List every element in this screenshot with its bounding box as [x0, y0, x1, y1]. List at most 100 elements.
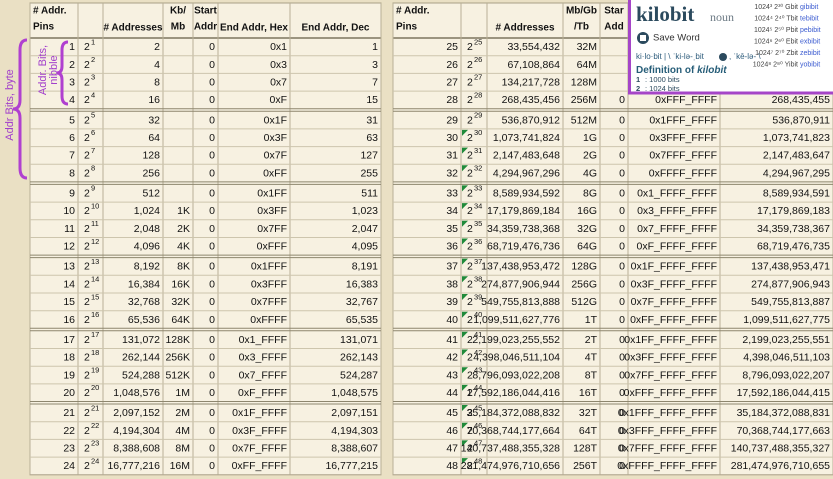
brace	[56, 40, 69, 106]
exponent: 30	[474, 128, 482, 137]
cell: 44	[446, 387, 458, 399]
cell: 16M	[170, 460, 190, 472]
cell: 0	[209, 352, 215, 364]
cell: 128K	[165, 334, 190, 346]
cell: 0xFF_FFFF_FFFF	[630, 314, 717, 326]
exponent-base: 2	[84, 352, 90, 364]
cell: 255	[360, 167, 378, 179]
cell: 0	[209, 94, 215, 106]
cell: 4G	[583, 167, 597, 179]
cell: 262,144	[122, 352, 160, 364]
cell: 256T	[573, 460, 598, 472]
exponent-base: 2	[84, 369, 90, 381]
exponent: 29	[474, 111, 482, 120]
cell: 1,073,741,824	[493, 132, 560, 144]
save-word[interactable]: Save Word	[653, 33, 700, 44]
cell: 1,048,575	[331, 387, 378, 399]
cell: 13	[63, 261, 75, 273]
cell: 0	[619, 334, 625, 346]
cell: 0	[209, 425, 215, 437]
exponent-base: 2	[467, 443, 473, 455]
unit-name: exbibit	[800, 38, 820, 45]
cell: 128G	[571, 261, 597, 273]
cell: 8,796,093,022,207	[742, 369, 830, 381]
exponent: 6	[91, 128, 95, 137]
cell: 35,184,372,088,832	[467, 407, 561, 419]
cell: 0xFFFF_FFFF	[649, 167, 717, 179]
cell: 68,719,476,735	[757, 241, 830, 253]
exponent-base: 2	[467, 167, 473, 179]
cell: 24	[63, 460, 75, 472]
cell: 512	[142, 188, 160, 200]
exponent: 3	[91, 73, 95, 82]
exponent-base: 2	[467, 59, 473, 71]
unit: 1024⁸ 2⁸⁰ Yibit	[753, 60, 798, 68]
cell-flag	[462, 165, 468, 172]
cell: 2,047	[352, 223, 378, 235]
cell: 16	[148, 94, 160, 106]
cell: 131,072	[122, 334, 160, 346]
exponent-base: 2	[467, 352, 473, 364]
exponent: 33	[474, 184, 482, 193]
exponent: 37	[474, 257, 482, 266]
cell: 0x1FF	[257, 188, 287, 200]
cell: 0x3F_FFFF_FFFF	[631, 278, 717, 290]
exponent: 1	[91, 37, 95, 46]
cell: 35,184,372,088,831	[737, 407, 831, 419]
exponent-base: 2	[467, 241, 473, 253]
cell-flag	[462, 238, 468, 245]
cell: 4,398,046,511,104	[473, 352, 560, 364]
column-header: Mb/Gb	[566, 6, 597, 17]
exponent-base: 2	[84, 41, 90, 53]
exponent-base: 2	[84, 132, 90, 144]
cell: 2G	[583, 150, 597, 162]
cell: 0x7_FFFF	[239, 369, 287, 381]
cell: 0	[209, 132, 215, 144]
cell: 37	[446, 261, 458, 273]
sense-text: : 1024 bits	[645, 84, 680, 93]
column-header: Star	[604, 6, 624, 17]
cell: 1,048,576	[113, 387, 160, 399]
exponent: 34	[474, 201, 482, 210]
cell: 1,099,511,627,775	[743, 314, 830, 326]
annotation: Addr. Bits,	[37, 45, 49, 95]
cell: 0x7FFF_FFFF	[649, 150, 717, 162]
exponent-base: 2	[84, 425, 90, 437]
cell: 15	[63, 296, 75, 308]
column-header: Kb/	[170, 6, 186, 17]
exponent-base: 2	[84, 296, 90, 308]
cell: 0x7FFF	[251, 296, 287, 308]
exponent: 43	[474, 366, 482, 375]
cell: 0x3_FFFF_FFFF	[637, 205, 717, 217]
cell: 0	[209, 205, 215, 217]
cell: 32K	[171, 296, 190, 308]
cell: 1,023	[352, 205, 378, 217]
cell: 45	[446, 407, 458, 419]
cell: 0	[619, 278, 625, 290]
exponent-base: 2	[467, 41, 473, 53]
cell-flag	[462, 367, 468, 374]
cell: 0	[209, 278, 215, 290]
cell: 0xF	[269, 94, 287, 106]
cell: 64	[148, 132, 160, 144]
cell: 0x1FFF	[251, 261, 287, 273]
cell: 0	[209, 241, 215, 253]
cell: 1,099,511,627,776	[473, 314, 560, 326]
cell: 46	[446, 425, 458, 437]
cell: 4,194,303	[331, 425, 378, 437]
cell: 0x7FF_FFFF_FFFF	[624, 369, 717, 381]
cell: 4K	[177, 241, 190, 253]
exponent: 14	[91, 275, 99, 284]
definition-popup: kilobit noun Save Word ki·lo·bit | \ ˈki…	[628, 0, 833, 95]
cell: 0x1	[270, 41, 287, 53]
cell: 32G	[577, 223, 597, 235]
exponent-base: 2	[84, 334, 90, 346]
exponent-base: 2	[467, 94, 473, 106]
part-of-speech: noun	[710, 10, 734, 24]
cell: 64K	[171, 314, 190, 326]
exponent: 27	[474, 73, 482, 82]
exponent-base: 2	[467, 296, 473, 308]
cell: 0	[619, 261, 625, 273]
audio-icon[interactable]	[719, 53, 727, 61]
cell: 256K	[165, 352, 190, 364]
